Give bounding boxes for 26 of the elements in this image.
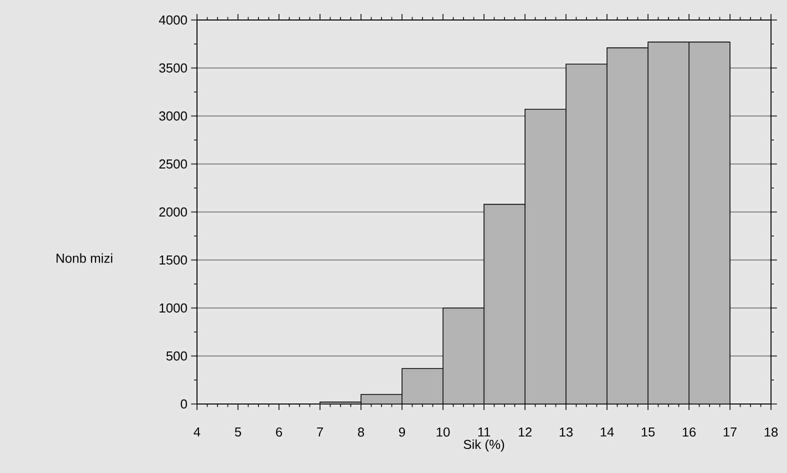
x-tick-label: 7	[317, 428, 323, 436]
y-tick-label: 3000	[159, 111, 187, 121]
x-tick-label: 17	[724, 428, 737, 436]
y-tick-label: 2500	[159, 159, 187, 169]
x-tick-label: 14	[600, 428, 614, 436]
x-tick-label: 16	[682, 428, 696, 437]
y-tick-label: 1500	[160, 255, 187, 265]
x-tick-label: 4	[194, 428, 200, 436]
x-tick-label: 9	[399, 428, 405, 437]
x-tick-label: 10	[436, 428, 450, 437]
y-tick-label: 3500	[159, 63, 187, 73]
y-tick-label: 1000	[160, 303, 187, 313]
y-tick-label: 500	[166, 351, 187, 361]
x-tick-label: 5	[234, 428, 242, 437]
x-axis-title: Sik (%)	[464, 440, 504, 452]
y-tick-label: 4000	[158, 15, 187, 25]
x-tick-label: 11	[478, 428, 490, 436]
x-tick-label: 18	[764, 428, 778, 437]
x-tick-label: 12	[518, 428, 532, 437]
x-tick-label: 13	[560, 428, 573, 437]
x-tick-label: 15	[642, 428, 655, 437]
y-axis-title: Nonb mizi	[56, 253, 112, 263]
x-tick-label: 6	[276, 428, 282, 437]
y-tick-label: 2000	[159, 207, 187, 217]
y-tick-label: 0	[180, 399, 187, 409]
x-tick-label: 8	[358, 428, 364, 437]
